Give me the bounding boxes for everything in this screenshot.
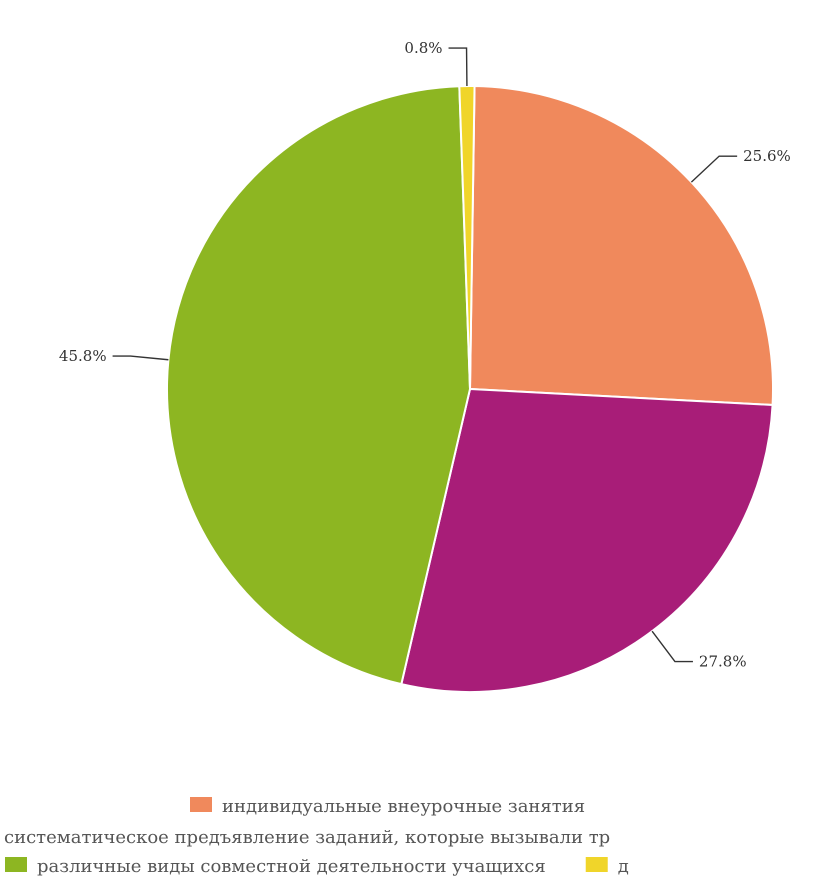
slice-label: 27.8% <box>699 653 747 671</box>
pie-slice <box>458 85 476 390</box>
legend-swatch <box>190 797 212 812</box>
legend-label: систематическое предъявление заданий, ко… <box>4 827 610 848</box>
leader-line <box>651 630 693 663</box>
pie-slice <box>468 85 774 407</box>
slice-label: 45.8% <box>59 347 107 365</box>
pie-slices <box>166 85 774 693</box>
leader-line <box>448 47 468 87</box>
pie-slice <box>400 387 774 693</box>
legend: индивидуальные внеурочные занятия система… <box>4 796 629 877</box>
slice-label: 25.6% <box>743 147 791 165</box>
pie-labels: 25.6% 27.8% 45.8% 0.8% <box>59 39 791 671</box>
legend-label: различные виды совместной деятельности у… <box>37 856 546 877</box>
slice-label: 0.8% <box>404 39 442 57</box>
leader-line <box>690 155 738 183</box>
legend-label: д <box>618 856 629 877</box>
leader-line <box>112 355 169 361</box>
legend-swatch <box>5 857 27 872</box>
pie-slice <box>166 85 472 686</box>
legend-label: индивидуальные внеурочные занятия <box>222 796 585 817</box>
legend-swatch <box>585 857 608 872</box>
